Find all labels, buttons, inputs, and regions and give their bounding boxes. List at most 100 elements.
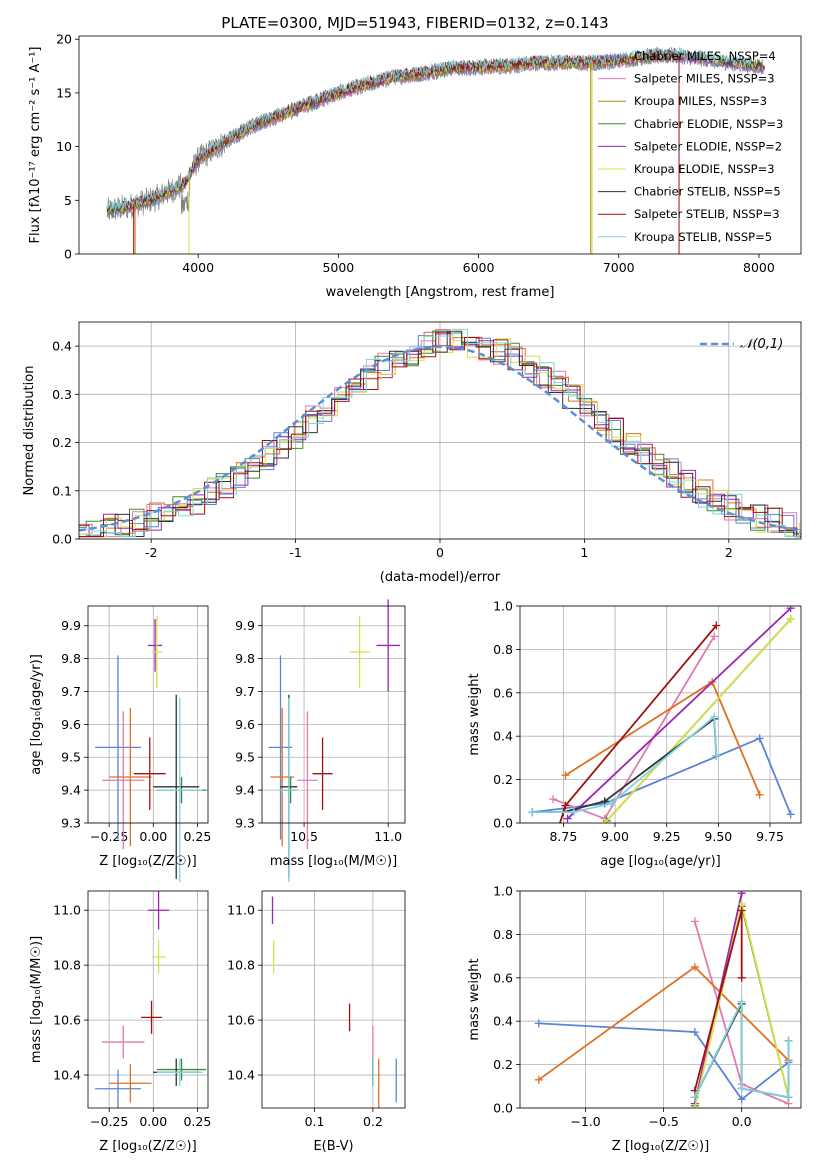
series-marker bbox=[690, 1093, 699, 1102]
y-tick-label: 5 bbox=[64, 193, 72, 208]
series-marker bbox=[569, 808, 578, 817]
x-tick-label: 0.2 bbox=[363, 1114, 383, 1129]
series-marker bbox=[737, 997, 746, 1006]
y-tick-label: 0.1 bbox=[52, 483, 72, 498]
y-tick-label: 9.4 bbox=[235, 783, 255, 798]
histogram-group bbox=[79, 328, 801, 538]
y-tick-label: 1.0 bbox=[493, 599, 513, 614]
x-tick-label: -1 bbox=[289, 545, 301, 560]
axes-frame bbox=[87, 605, 209, 824]
y-tick-label: 15 bbox=[56, 85, 72, 100]
y-tick-label: 10.4 bbox=[53, 1068, 81, 1083]
series-marker bbox=[534, 1075, 543, 1084]
x-tick-label: 4000 bbox=[182, 260, 214, 275]
series-line bbox=[565, 680, 761, 796]
x-tick-label: 0.00 bbox=[139, 829, 167, 844]
y-tick-label: 0.0 bbox=[493, 1101, 513, 1116]
x-axis-label: age [log₁₀(age/yr)] bbox=[600, 854, 721, 869]
legend-label: Salpeter ELODIE, NSSP=2 bbox=[634, 139, 782, 153]
x-tick-label: 0 bbox=[436, 545, 444, 560]
y-tick-label: 0 bbox=[64, 247, 72, 262]
y-tick-label: 9.6 bbox=[61, 717, 81, 732]
x-axis-label: mass [log₁₀(M/M☉)] bbox=[270, 854, 397, 869]
x-tick-label: 11.0 bbox=[374, 829, 402, 844]
x-axis-label: Z [log₁₀(Z/Z☉)] bbox=[99, 1139, 196, 1154]
legend-label: Kroupa ELODIE, NSSP=3 bbox=[634, 162, 775, 176]
series-line bbox=[532, 737, 792, 815]
series-marker bbox=[755, 790, 764, 799]
series-marker bbox=[561, 801, 570, 810]
y-axis-label: Flux [fλ10⁻¹⁷ erg cm⁻² s⁻¹ A⁻¹] bbox=[28, 47, 43, 244]
histogram-steps bbox=[79, 331, 801, 538]
legend-label: Chabrier MILES, NSSP=4 bbox=[634, 49, 776, 63]
x-tick-label: −0.25 bbox=[90, 1114, 128, 1129]
y-axis-label: age [log₁₀(age/yr)] bbox=[29, 654, 44, 775]
series-group bbox=[534, 891, 793, 1108]
y-tick-label: 0.4 bbox=[493, 729, 513, 744]
x-tick-label: 6000 bbox=[463, 260, 495, 275]
series-marker bbox=[600, 819, 609, 823]
y-tick-label: 9.6 bbox=[235, 717, 255, 732]
series-marker bbox=[534, 1019, 543, 1028]
y-tick-label: 9.9 bbox=[61, 618, 81, 633]
axes-frame bbox=[261, 890, 406, 1109]
series-marker bbox=[600, 797, 609, 806]
series-marker bbox=[786, 810, 795, 819]
y-tick-label: 9.5 bbox=[61, 750, 81, 765]
series-marker bbox=[786, 615, 795, 624]
x-tick-label: 10.5 bbox=[290, 829, 318, 844]
y-tick-label: 9.8 bbox=[235, 651, 255, 666]
y-tick-label: 10.6 bbox=[227, 1013, 255, 1028]
y-tick-label: 0.2 bbox=[52, 435, 72, 450]
x-tick-label: 0.25 bbox=[183, 829, 211, 844]
series-line bbox=[538, 1022, 790, 1101]
y-tick-label: 9.3 bbox=[235, 816, 255, 831]
y-tick-label: 0.0 bbox=[52, 532, 72, 547]
y-tick-label: 0.6 bbox=[493, 970, 513, 985]
legend-label: Kroupa MILES, NSSP=3 bbox=[634, 94, 767, 108]
y-tick-label: 0.6 bbox=[493, 685, 513, 700]
x-axis-label: Z [log₁₀(Z/Z☉)] bbox=[99, 854, 196, 869]
y-tick-label: 0.0 bbox=[493, 816, 513, 831]
series-marker bbox=[690, 917, 699, 926]
series-marker bbox=[690, 1104, 699, 1108]
y-tick-label: 9.7 bbox=[235, 684, 255, 699]
model-spectrum-line bbox=[106, 46, 753, 212]
series-marker bbox=[690, 1028, 699, 1037]
x-axis-label: (data-model)/error bbox=[380, 570, 501, 585]
axes-frame bbox=[78, 321, 802, 540]
y-tick-label: 0.3 bbox=[52, 387, 72, 402]
x-tick-label: −0.25 bbox=[90, 829, 128, 844]
x-tick-label: 9.75 bbox=[756, 829, 784, 844]
series-marker bbox=[737, 906, 746, 915]
axes-frame bbox=[261, 605, 406, 824]
y-tick-label: 9.7 bbox=[61, 684, 81, 699]
y-tick-label: 10.4 bbox=[227, 1068, 255, 1083]
y-axis-label: mass [log₁₀(M/M☉)] bbox=[29, 936, 44, 1063]
legend-label: Salpeter MILES, NSSP=3 bbox=[634, 72, 775, 86]
series-marker bbox=[784, 1093, 793, 1102]
series-marker bbox=[737, 973, 746, 982]
series-marker bbox=[737, 891, 746, 898]
series-line bbox=[604, 618, 792, 823]
series-marker bbox=[737, 1084, 746, 1093]
y-tick-label: 9.3 bbox=[61, 816, 81, 831]
series-marker bbox=[549, 795, 558, 804]
series-marker bbox=[710, 712, 719, 721]
series-marker bbox=[786, 606, 795, 613]
series-marker bbox=[528, 808, 537, 817]
series-marker bbox=[606, 799, 615, 808]
y-axis-label: Normed distribution bbox=[22, 366, 37, 496]
normal-curve bbox=[79, 345, 801, 532]
x-axis-label: E(B-V) bbox=[313, 1139, 353, 1154]
x-tick-label: 9.25 bbox=[653, 829, 681, 844]
series-marker bbox=[563, 814, 572, 823]
y-axis-label: mass weight bbox=[467, 958, 482, 1040]
y-tick-label: 0.8 bbox=[493, 927, 513, 942]
y-tick-label: 0.8 bbox=[493, 642, 513, 657]
y-tick-label: 0.2 bbox=[493, 1057, 513, 1072]
x-tick-label: 8.75 bbox=[549, 829, 577, 844]
y-tick-label: 10.8 bbox=[227, 958, 255, 973]
y-tick-label: 10.6 bbox=[53, 1013, 81, 1028]
